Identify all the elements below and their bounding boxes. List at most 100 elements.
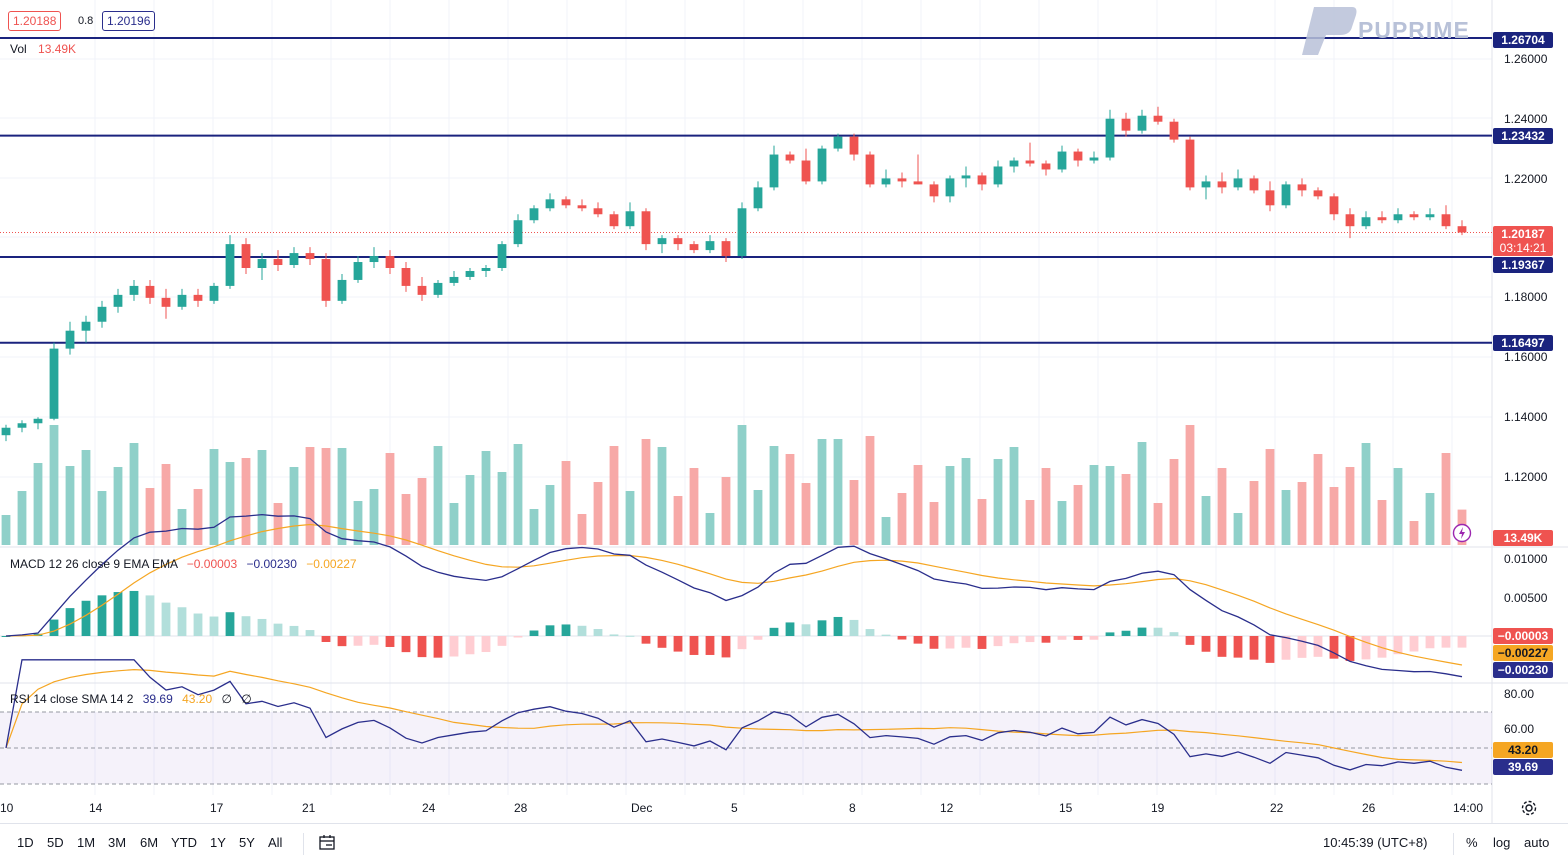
macd-hist-bar bbox=[977, 636, 987, 649]
calendar-icon[interactable] bbox=[318, 834, 336, 852]
volume-bar bbox=[1201, 496, 1211, 545]
macd-hist-bar bbox=[481, 636, 491, 653]
candle-body bbox=[913, 181, 923, 185]
range-1y-button[interactable]: 1Y bbox=[210, 835, 226, 850]
range-ytd-button[interactable]: YTD bbox=[171, 835, 197, 850]
volume-bar bbox=[945, 466, 955, 545]
candle-body bbox=[1249, 178, 1259, 191]
volume-bar bbox=[49, 425, 59, 545]
volume-bar bbox=[641, 439, 651, 545]
rsi-line bbox=[5, 659, 1463, 771]
macd-hist-bar bbox=[1185, 636, 1195, 645]
price-tick: 1.12000 bbox=[1504, 470, 1548, 484]
volume-bar bbox=[689, 468, 699, 545]
range-5d-button[interactable]: 5D bbox=[47, 835, 64, 850]
bid-price-chip[interactable]: 1.20188 bbox=[8, 11, 62, 31]
candle-body bbox=[993, 166, 1003, 185]
volume-bar bbox=[113, 467, 123, 545]
macd-hist-bar bbox=[1153, 627, 1163, 636]
candle-body bbox=[161, 297, 171, 307]
candle-body bbox=[433, 282, 443, 295]
macd-signal-value: −0.00227 bbox=[306, 557, 357, 571]
toolbar-divider bbox=[303, 833, 304, 855]
candle-body bbox=[561, 199, 571, 206]
gear-icon[interactable] bbox=[1520, 799, 1538, 817]
macd-line bbox=[5, 513, 1463, 678]
macd-legend[interactable]: MACD 12 26 close 9 EMA EMA −0.00003 −0.0… bbox=[10, 556, 357, 572]
macd-hist-bar bbox=[753, 636, 763, 640]
candle-body bbox=[865, 154, 875, 185]
volume-bar bbox=[1121, 474, 1131, 545]
clock-timezone[interactable]: 10:45:39 (UTC+8) bbox=[1323, 835, 1428, 850]
macd-hist-bar bbox=[289, 625, 299, 636]
range-5y-button[interactable]: 5Y bbox=[239, 835, 255, 850]
candle-body bbox=[225, 244, 235, 286]
level-badge[interactable]: 1.16497 bbox=[1493, 335, 1553, 351]
range-1m-button[interactable]: 1M bbox=[77, 835, 96, 850]
bottom-toolbar: 1D 5D 1M 3M 6M YTD 1Y 5Y All 10:45:39 (U… bbox=[0, 823, 1568, 864]
candle-body bbox=[1169, 121, 1179, 140]
volume-legend[interactable]: Vol 13.49K bbox=[10, 41, 76, 57]
range-3m-button[interactable]: 3M bbox=[108, 835, 127, 850]
volume-bar bbox=[897, 493, 907, 545]
macd-hist-bar bbox=[1137, 627, 1147, 636]
candle-body bbox=[81, 321, 91, 331]
candle-body bbox=[513, 220, 523, 245]
macd-hist-bar bbox=[593, 629, 603, 636]
auto-toggle[interactable]: auto bbox=[1524, 835, 1550, 850]
volume-bar bbox=[1297, 482, 1307, 545]
macd-hist-bar bbox=[1121, 630, 1131, 636]
macd-hist-bar bbox=[705, 636, 715, 655]
candle-body bbox=[65, 330, 75, 349]
candle-body bbox=[1073, 151, 1083, 161]
volume-bar bbox=[369, 489, 379, 545]
volume-bar bbox=[161, 464, 171, 545]
volume-bar bbox=[305, 447, 315, 545]
candle-body bbox=[801, 160, 811, 182]
macd-hist-bar bbox=[1057, 636, 1067, 640]
candle-body bbox=[1185, 139, 1195, 188]
level-badge[interactable]: 1.19367 bbox=[1493, 257, 1553, 273]
volume-bar bbox=[209, 449, 219, 545]
macd-hist-bar bbox=[657, 636, 667, 648]
lightning-icon[interactable] bbox=[1452, 523, 1472, 543]
volume-bar bbox=[1089, 465, 1099, 545]
macd-hist-bar bbox=[65, 608, 75, 636]
range-1d-button[interactable]: 1D bbox=[17, 835, 34, 850]
percent-toggle[interactable]: % bbox=[1466, 835, 1478, 850]
ask-price-chip[interactable]: 1.20196 bbox=[102, 11, 156, 31]
macd-hist-bar bbox=[1329, 636, 1339, 659]
time-tick: 14 bbox=[89, 801, 103, 815]
macd-hist-bar bbox=[369, 636, 379, 645]
volume-bar bbox=[1057, 501, 1067, 545]
volume-bar bbox=[97, 491, 107, 545]
candle-body bbox=[1, 427, 11, 436]
volume-bar bbox=[1281, 490, 1291, 545]
candle-body bbox=[305, 253, 315, 260]
macd-hist-bar bbox=[737, 636, 747, 650]
rsi-legend[interactable]: RSI 14 close SMA 14 2 39.69 43.20 ∅ ∅ bbox=[10, 691, 252, 707]
volume-bar bbox=[1009, 447, 1019, 545]
range-6m-button[interactable]: 6M bbox=[140, 835, 159, 850]
volume-bar bbox=[673, 496, 683, 545]
time-tick: 5 bbox=[731, 801, 738, 815]
volume-bar bbox=[993, 459, 1003, 545]
volume-bar bbox=[721, 477, 731, 545]
macd-hist-bar bbox=[769, 627, 779, 636]
candle-body bbox=[609, 214, 619, 227]
candle-body bbox=[1377, 217, 1387, 221]
log-toggle[interactable]: log bbox=[1493, 835, 1511, 850]
level-badge[interactable]: 1.26704 bbox=[1493, 32, 1553, 48]
macd-hist-bar bbox=[241, 616, 251, 636]
volume-bar bbox=[913, 465, 923, 545]
rsi-value-badge: 39.69 bbox=[1493, 759, 1553, 775]
level-badge[interactable]: 1.23432 bbox=[1493, 128, 1553, 144]
macd-line-badge: −0.00230 bbox=[1493, 662, 1553, 678]
volume-bar bbox=[465, 475, 475, 545]
macd-hist-bar bbox=[1265, 636, 1275, 663]
macd-tick: 0.01000 bbox=[1504, 552, 1548, 566]
range-all-button[interactable]: All bbox=[268, 835, 283, 850]
macd-line-value: −0.00230 bbox=[246, 557, 297, 571]
current-price-badge[interactable]: 1.20187 bbox=[1493, 226, 1553, 242]
